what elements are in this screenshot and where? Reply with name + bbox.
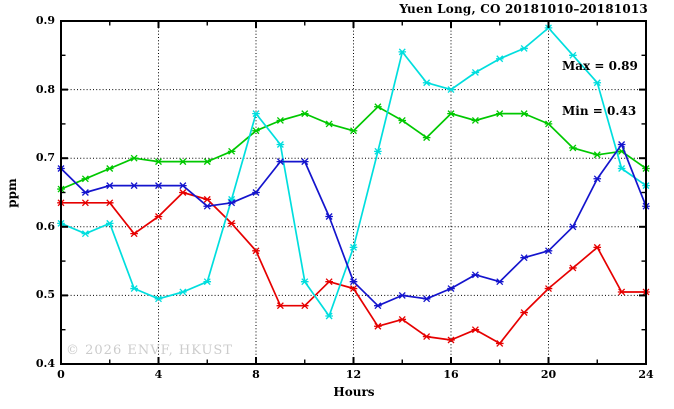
axis-ticks	[60, 20, 647, 365]
x-tick-label: 20	[540, 368, 557, 381]
x-tick-label: 24	[638, 368, 654, 381]
x-axis-label: Hours	[333, 385, 375, 399]
x-tick-label: 0	[57, 368, 65, 381]
watermark: © 2026 ENVF, HKUST	[66, 343, 233, 358]
series-green-line	[60, 105, 647, 190]
x-tick-label: 8	[252, 368, 260, 381]
y-tick-label: 0.5	[35, 288, 55, 302]
min-annotation: Min = 0.43	[562, 104, 637, 118]
y-axis-label: ppm	[5, 178, 19, 208]
y-tick-label: 0.9	[35, 14, 55, 27]
max-min-annotation: Max = 0.89 Min = 0.43	[562, 29, 638, 149]
max-annotation: Max = 0.89	[562, 59, 638, 73]
y-tick-label: 0.8	[35, 82, 55, 96]
chart-title: Yuen Long, CO 20181010–20181013	[399, 2, 648, 16]
gridlines	[61, 21, 646, 364]
x-tick-label: 12	[345, 368, 362, 381]
y-tick-label: 0.4	[35, 357, 55, 370]
x-tick-label: 4	[154, 368, 163, 381]
y-tick-label: 0.6	[35, 219, 55, 233]
y-tick-label: 0.7	[35, 151, 55, 165]
x-tick-label: 16	[443, 368, 459, 381]
series-green-markers	[57, 103, 650, 193]
